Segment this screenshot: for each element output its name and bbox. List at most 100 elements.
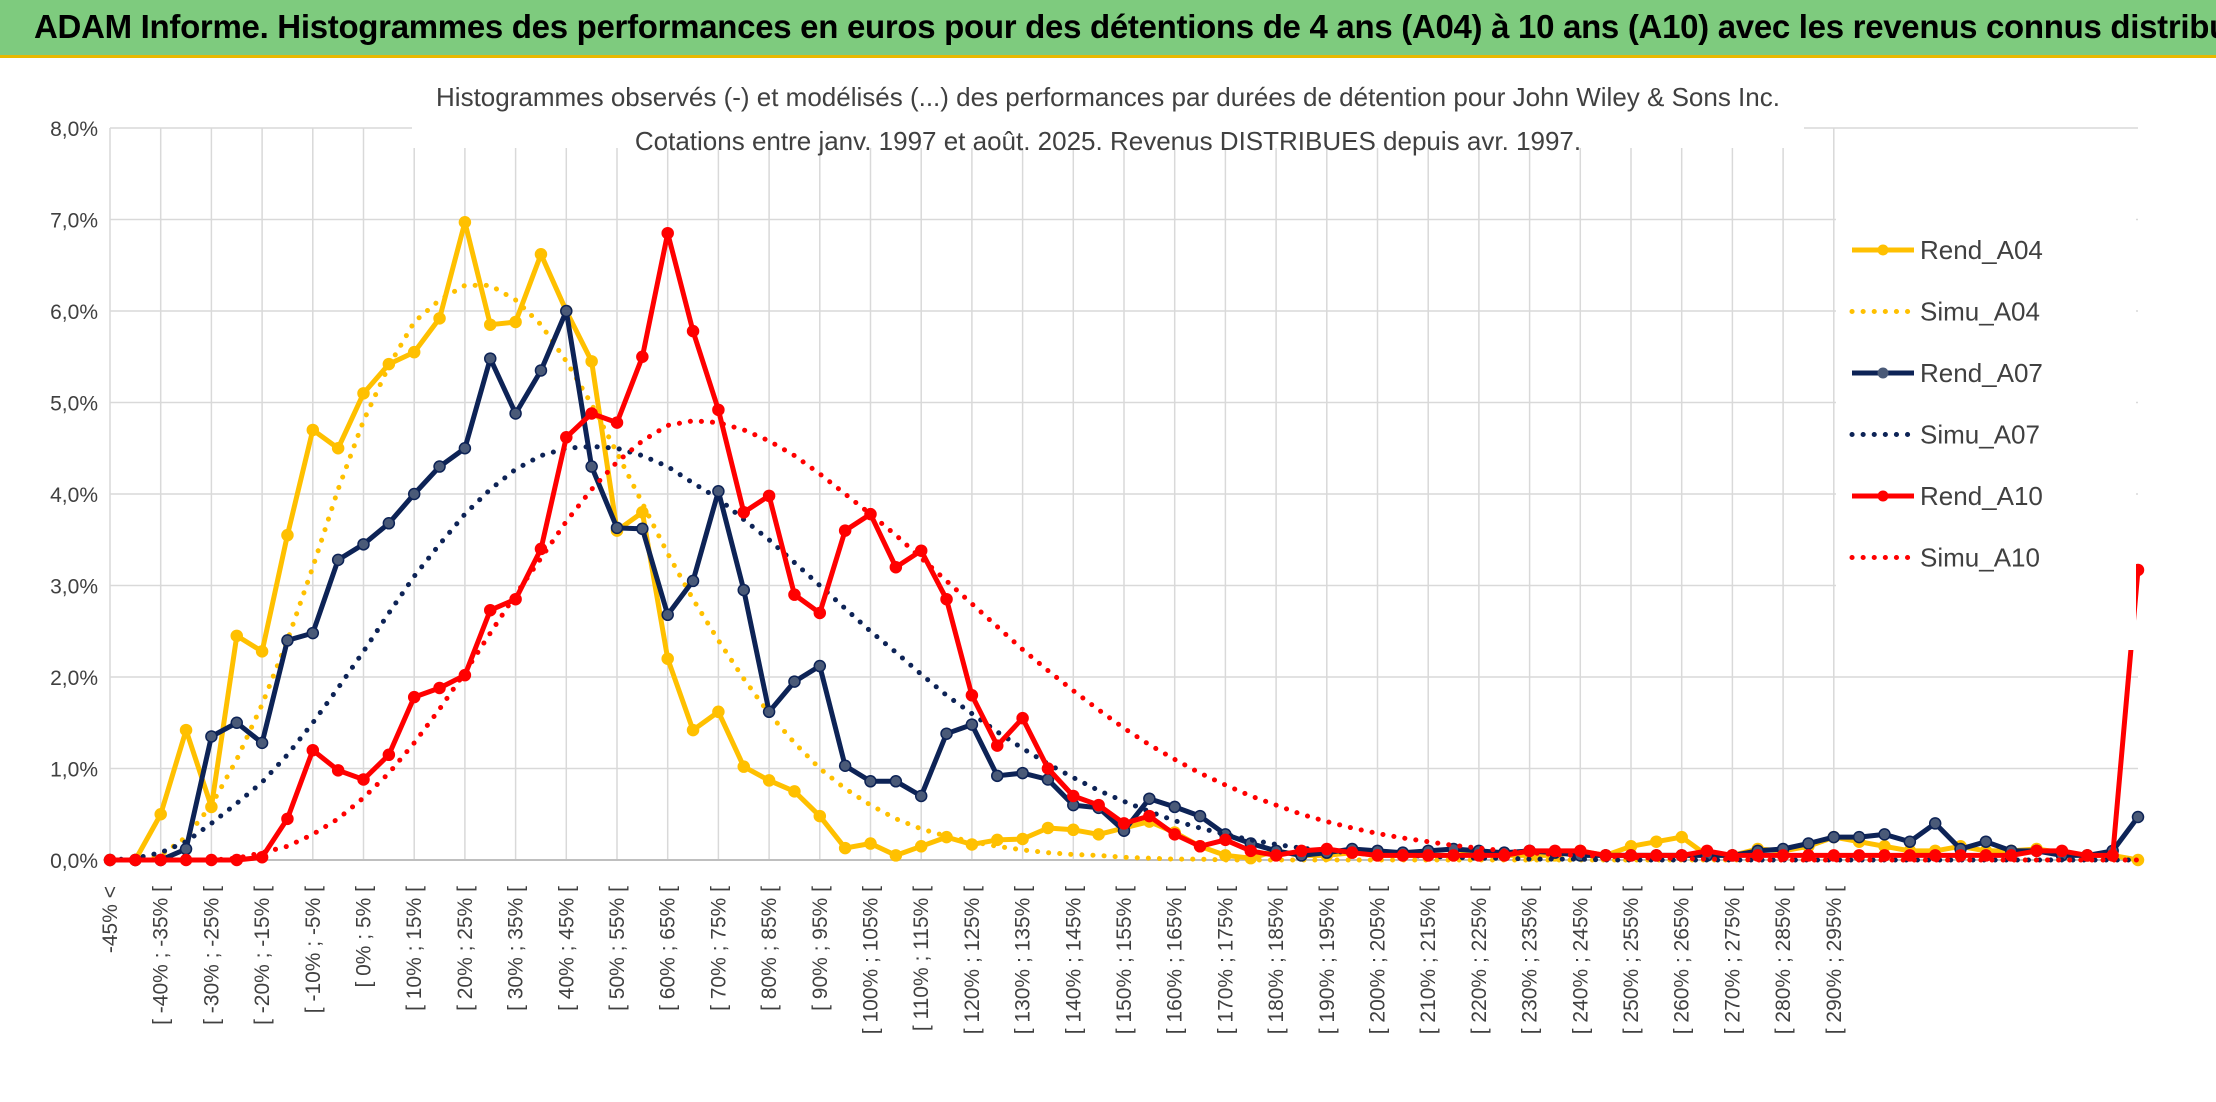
data-point-Rend_A07 — [712, 485, 725, 498]
x-tick-label: [ 40% ; 45% [ — [555, 886, 578, 1011]
data-point-Rend_A10 — [560, 431, 573, 444]
y-tick-label: 3,0% — [50, 576, 98, 599]
x-tick-label: [ 50% ; 55% [ — [606, 886, 629, 1011]
data-point-Rend_A07 — [407, 487, 421, 501]
data-point-Rend_A04 — [914, 840, 928, 853]
data-point-Rend_A04 — [965, 838, 979, 851]
data-point-Rend_A07 — [762, 705, 776, 719]
data-point-Rend_A04 — [433, 312, 446, 325]
grid — [109, 127, 2138, 861]
data-point-Rend_A10 — [1979, 849, 1993, 862]
data-point-Rend_A10 — [1802, 849, 1815, 862]
x-tick-label: [ -40% ; -35% [ — [150, 886, 173, 1025]
data-point-Rend_A04 — [1016, 832, 1029, 846]
x-axis: -45% < [ -40% ; -35% [[ -30% ; -25% [[ -2… — [99, 859, 2138, 1034]
data-point-Rend_A10 — [1168, 828, 1181, 841]
data-point-Rend_A04 — [991, 833, 1004, 847]
data-point-Rend_A04 — [484, 318, 497, 331]
data-point-Rend_A10 — [1295, 844, 1308, 858]
data-point-Rend_A10 — [712, 403, 725, 417]
data-point-Rend_A10 — [1700, 844, 1714, 858]
x-tick-label: [ 170% ; 175% [ — [1214, 886, 1237, 1034]
data-point-Rend_A04 — [737, 760, 750, 773]
x-tick-label: [ 180% ; 185% [ — [1265, 886, 1288, 1034]
data-point-Rend_A07 — [1168, 800, 1181, 814]
data-point-Rend_A07 — [1193, 809, 1207, 823]
data-point-Rend_A07 — [940, 727, 953, 740]
x-tick-label: [ 280% ; 285% [ — [1772, 886, 1795, 1034]
data-point-Rend_A10 — [1143, 809, 1156, 823]
data-point-Rend_A10 — [306, 743, 320, 757]
data-point-Rend_A10 — [1092, 798, 1105, 812]
data-point-Rend_A10 — [382, 748, 396, 762]
data-point-Rend_A04 — [357, 387, 370, 400]
x-tick-label: [ 160% ; 165% [ — [1164, 886, 1187, 1034]
data-point-Rend_A04 — [661, 652, 674, 665]
data-point-Rend_A10 — [2030, 844, 2043, 858]
chart-subtitle: Cotations entre janv. 1997 et août. 2025… — [635, 126, 1581, 156]
data-point-Rend_A10 — [1067, 789, 1080, 803]
data-point-Rend_A10 — [661, 226, 674, 240]
series-line-Simu_A07 — [107, 443, 2141, 863]
x-tick-label: [ 120% ; 125% [ — [961, 886, 984, 1034]
data-point-Rend_A07 — [838, 759, 852, 773]
y-tick-label: 8,0% — [50, 118, 98, 141]
data-point-Rend_A04 — [686, 723, 700, 737]
data-point-Rend_A10 — [636, 350, 649, 363]
x-tick-label: [ 210% ; 215% [ — [1417, 886, 1440, 1034]
x-tick-label: [ 270% ; 275% [ — [1721, 886, 1744, 1034]
data-point-Rend_A07 — [509, 407, 522, 420]
series-group — [103, 215, 2145, 867]
data-point-Rend_A07 — [1852, 830, 1866, 844]
data-point-Rend_A07 — [788, 675, 801, 688]
y-tick-label: 4,0% — [50, 484, 98, 507]
data-point-Rend_A04 — [255, 645, 269, 658]
x-tick-label: [ 80% ; 85% [ — [758, 886, 781, 1011]
banner: ADAM Informe. Histogrammes des performan… — [0, 0, 2216, 58]
data-point-Rend_A07 — [433, 460, 446, 473]
legend-entry-Rend_A07: Rend_A07 — [1852, 358, 2043, 388]
data-point-Rend_A04 — [509, 315, 522, 329]
x-tick-label: [ 150% ; 155% [ — [1113, 886, 1136, 1034]
data-point-Rend_A10 — [1244, 844, 1257, 858]
data-point-Rend_A07 — [991, 769, 1004, 783]
data-point-Rend_A10 — [1117, 817, 1131, 830]
data-point-Rend_A07 — [382, 517, 396, 530]
x-tick-label: [ -20% ; -15% [ — [251, 886, 274, 1025]
data-point-Rend_A10 — [737, 506, 750, 519]
data-point-Rend_A07 — [1827, 830, 1841, 844]
data-point-Rend_A04 — [585, 355, 598, 368]
data-point-Rend_A07 — [585, 460, 598, 473]
data-point-Rend_A07 — [1016, 766, 1029, 780]
data-point-Rend_A07 — [1979, 835, 1993, 848]
data-point-Rend_A10 — [1447, 849, 1460, 862]
data-point-Rend_A10 — [940, 592, 953, 606]
data-point-Rend_A10 — [1269, 849, 1283, 862]
y-tick-label: 1,0% — [50, 759, 98, 782]
data-point-Rend_A07 — [636, 522, 649, 536]
x-tick-label: [ 110% ; 115% [ — [910, 886, 933, 1031]
data-point-Rend_A04 — [154, 808, 167, 821]
data-point-Rend_A04 — [712, 705, 725, 719]
data-point-Rend_A04 — [306, 423, 320, 437]
data-point-Rend_A07 — [813, 659, 827, 673]
data-point-Rend_A04 — [458, 215, 472, 229]
data-point-Rend_A10 — [1396, 849, 1410, 862]
data-point-Rend_A04 — [1067, 823, 1080, 837]
data-point-Rend_A04 — [230, 629, 243, 643]
y-tick-label: 5,0% — [50, 393, 98, 416]
x-tick-label: [ 200% ; 205% [ — [1367, 886, 1390, 1034]
data-point-Rend_A04 — [864, 837, 877, 850]
legend-label: Rend_A10 — [1920, 481, 2043, 511]
legend-entry-Simu_A07: Simu_A07 — [1849, 420, 2040, 450]
data-point-Rend_A04 — [636, 506, 649, 519]
legend-entry-Simu_A10: Simu_A10 — [1849, 543, 2040, 573]
data-point-Rend_A10 — [1371, 849, 1384, 862]
data-point-Rend_A07 — [179, 842, 193, 856]
data-point-Rend_A04 — [788, 785, 801, 798]
data-point-Rend_A04 — [813, 809, 827, 823]
data-point-Rend_A10 — [433, 681, 446, 695]
data-point-Rend_A07 — [686, 574, 700, 588]
data-point-Rend_A07 — [965, 718, 979, 731]
data-point-Rend_A07 — [1802, 837, 1815, 850]
